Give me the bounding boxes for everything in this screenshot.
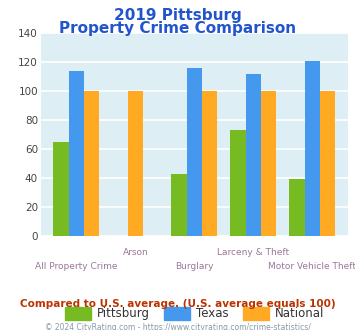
Text: Larceny & Theft: Larceny & Theft (217, 248, 289, 257)
Text: © 2024 CityRating.com - https://www.cityrating.com/crime-statistics/: © 2024 CityRating.com - https://www.city… (45, 323, 310, 330)
Bar (202, 91, 217, 236)
Bar (261, 91, 277, 236)
Text: 2019 Pittsburg: 2019 Pittsburg (114, 8, 241, 23)
Bar (289, 180, 305, 236)
Legend: Pittsburg, Texas, National: Pittsburg, Texas, National (60, 303, 329, 325)
Text: Burglary: Burglary (175, 262, 214, 271)
Bar (69, 71, 84, 236)
Bar (305, 60, 320, 236)
Bar (246, 74, 261, 236)
Text: Compared to U.S. average. (U.S. average equals 100): Compared to U.S. average. (U.S. average … (20, 299, 335, 309)
Bar (187, 68, 202, 236)
Bar (171, 174, 187, 236)
Text: Arson: Arson (122, 248, 148, 257)
Bar (84, 91, 99, 236)
Bar (230, 130, 246, 236)
Text: Property Crime Comparison: Property Crime Comparison (59, 21, 296, 36)
Bar (128, 91, 143, 236)
Text: Motor Vehicle Theft: Motor Vehicle Theft (268, 262, 355, 271)
Bar (320, 91, 335, 236)
Bar (53, 142, 69, 236)
Text: All Property Crime: All Property Crime (35, 262, 118, 271)
